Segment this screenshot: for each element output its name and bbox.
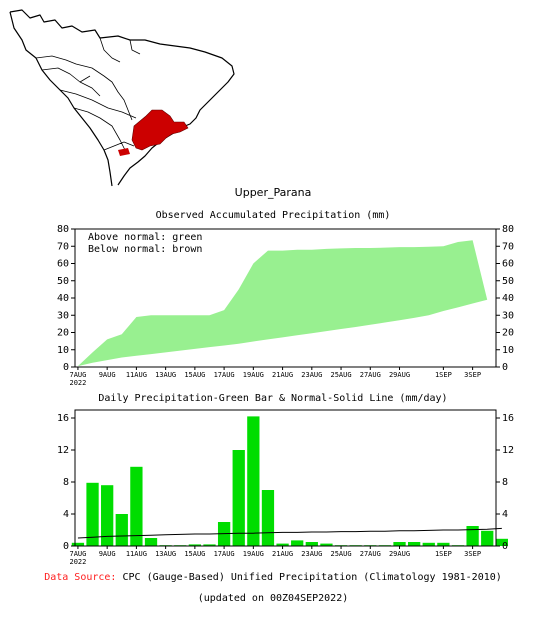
map-borders <box>35 37 141 153</box>
daily-precip-bar <box>481 530 494 546</box>
daily-precip-bar <box>232 450 245 546</box>
daily-precip-bar <box>115 514 128 546</box>
chart2-ytick-label-right: 8 <box>502 477 508 488</box>
chart2-xtick-label: 29AUG <box>389 550 410 558</box>
daily-precip-bar <box>261 490 275 546</box>
chart1-xtick-label: 27AUG <box>360 371 381 379</box>
chart1-ytick-label-left: 50 <box>57 276 69 287</box>
daily-precip-bar <box>144 538 158 546</box>
daily-precip-bar <box>422 542 435 546</box>
daily-precip-bar <box>86 482 99 546</box>
chart1-ytick-label-left: 40 <box>57 293 69 304</box>
chart2-xtick-label: 11AUG <box>126 550 147 558</box>
daily-precip-bar <box>407 542 421 546</box>
legend-below: Below normal: brown <box>88 244 202 255</box>
chart1-ytick-label-left: 10 <box>57 345 69 356</box>
chart2-xtick-label: 9AUG <box>99 550 116 558</box>
chart1-ytick-label-left: 60 <box>57 259 69 270</box>
chart1-xtick-label: 9AUG <box>99 371 116 379</box>
map-west-coast <box>9 11 113 187</box>
chart2-ytick-label-left: 12 <box>57 445 69 456</box>
chart2-xtick-label: 1SEP <box>435 550 452 558</box>
chart2-title: Daily Precipitation-Green Bar & Normal-S… <box>98 393 448 404</box>
daily-precip-chart: 0 0 4 4 8 8 12 12 16 16 7AUG 9AUG 11AUG 13AUG 15AUG 17A… <box>57 409 514 566</box>
chart2-ytick-label-right: 4 <box>502 509 508 520</box>
chart1-ytick-label-left: 30 <box>57 310 69 321</box>
upper-parana-fragment <box>118 148 130 156</box>
daily-precip-bar <box>203 544 216 546</box>
chart1-ytick-label-right: 0 <box>502 362 508 373</box>
data-source-text: CPC (Gauge-Based) Unified Precipitation … <box>122 572 502 583</box>
chart2-xtick-label: 15AUG <box>184 550 205 558</box>
normal-precip-line <box>77 527 502 539</box>
daily-precip-bar <box>276 543 289 546</box>
chart1-ytick-label-left: 80 <box>57 224 69 235</box>
chart2-xtick-label: 17AUG <box>214 550 235 558</box>
chart1-xtick-label: 7AUG <box>69 371 86 379</box>
upper-parana-region <box>131 109 189 151</box>
daily-precip-bar <box>101 485 114 546</box>
chart1-xtick-label: 1SEP <box>435 371 452 379</box>
region-title: Upper_Parana <box>234 186 312 199</box>
daily-precip-bar <box>130 466 143 546</box>
chart1-ytick-label-left: 70 <box>57 241 69 252</box>
south-america-map <box>9 9 235 187</box>
chart1-xtick-label: 29AUG <box>389 371 410 379</box>
chart2-xtick-label: 27AUG <box>360 550 381 558</box>
above-normal-area <box>77 240 488 367</box>
chart1-ytick-label-right: 40 <box>502 293 514 304</box>
chart2-ytick-label-left: 0 <box>63 541 69 552</box>
legend-above: Above normal: green <box>88 232 202 243</box>
chart1-xtick-label: 21AUG <box>272 371 293 379</box>
daily-precip-bar <box>305 542 318 546</box>
chart2-xtick-label: 23AUG <box>301 550 322 558</box>
chart2-frame <box>74 409 497 547</box>
daily-precip-bar <box>320 543 333 546</box>
chart2-ytick-label-right: 0 <box>502 541 508 552</box>
chart1-xtick-label: 25AUG <box>331 371 352 379</box>
daily-precip-bar <box>291 540 304 546</box>
chart1-ytick-label-right: 50 <box>502 276 514 287</box>
chart1-xtick-label: 23AUG <box>301 371 322 379</box>
chart1-xtick-label: 11AUG <box>126 371 147 379</box>
chart2-xtick-label: 3SEP <box>464 550 481 558</box>
chart2-xtick-label: 21AUG <box>272 550 293 558</box>
chart1-ytick-label-right: 80 <box>502 224 514 235</box>
chart2-ytick-label-right: 12 <box>502 445 514 456</box>
chart2-xtick-label: 25AUG <box>331 550 352 558</box>
daily-precip-bar <box>466 526 479 546</box>
chart1-ytick-label-right: 20 <box>502 328 514 339</box>
chart2-xtick-label: 13AUG <box>155 550 176 558</box>
chart1-ytick-label-right: 30 <box>502 310 514 321</box>
data-source-line: Data Source: CPC (Gauge-Based) Unified P… <box>0 572 546 583</box>
daily-precip-bar <box>437 542 450 546</box>
daily-precip-bar <box>188 544 202 546</box>
chart1-xtick-label: 3SEP <box>464 371 481 379</box>
chart1-xtick-label: 17AUG <box>214 371 235 379</box>
chart1-year-label: 2022 <box>69 379 86 387</box>
chart1-ytick-label-right: 60 <box>502 259 514 270</box>
chart2-xtick-label: 7AUG <box>69 550 86 558</box>
chart1-ytick-label-right: 10 <box>502 345 514 356</box>
chart2-xtick-label: 19AUG <box>243 550 264 558</box>
chart2-year-label: 2022 <box>69 558 86 566</box>
chart1-ytick-label-left: 20 <box>57 328 69 339</box>
chart2-ytick-label-right: 16 <box>502 413 514 424</box>
chart1-ytick-label-left: 0 <box>63 362 69 373</box>
data-source-label: Data Source: <box>44 572 117 583</box>
chart1-xtick-label: 15AUG <box>184 371 205 379</box>
daily-precip-bar <box>71 542 85 546</box>
chart2-ytick-label-left: 4 <box>63 509 69 520</box>
daily-precip-bar <box>495 538 508 546</box>
daily-precip-bar <box>393 542 406 546</box>
updated-line: (updated on 00Z04SEP2022) <box>197 593 349 604</box>
chart1-title: Observed Accumulated Precipitation (mm) <box>155 210 391 221</box>
chart2-ytick-label-left: 8 <box>63 477 69 488</box>
chart1-ytick-label-right: 70 <box>502 241 514 252</box>
daily-precip-bar <box>247 416 260 546</box>
accumulated-precip-chart: Above normal: green Below normal: brown … <box>57 224 514 387</box>
chart1-xtick-label: 19AUG <box>243 371 264 379</box>
chart2-ytick-label-left: 16 <box>57 413 69 424</box>
chart1-xtick-label: 13AUG <box>155 371 176 379</box>
